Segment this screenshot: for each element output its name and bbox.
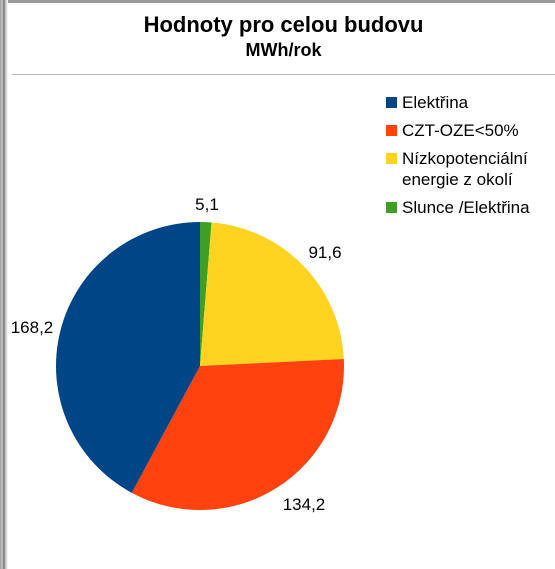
pie-slice-4 xyxy=(55,221,201,493)
slice-value-label: 134,2 xyxy=(283,495,326,514)
legend-swatch xyxy=(386,153,397,164)
pie-slice-2 xyxy=(200,222,344,366)
slice-value-label: 168,2 xyxy=(11,318,54,337)
legend-item-nizkopotencialni: Nízkopotenciální energie z okolí xyxy=(386,148,551,190)
chart-header: Hodnoty pro celou budovu MWh/rok xyxy=(12,0,555,75)
legend-label: CZT-OZE<50% xyxy=(402,121,519,140)
legend-swatch xyxy=(386,202,397,213)
legend-swatch xyxy=(386,97,397,108)
slice-value-label: 5,1 xyxy=(195,195,219,214)
chart-legend: Elektřina CZT-OZE<50% Nízkopotenciální e… xyxy=(386,92,551,225)
legend-label: Nízkopotenciální energie z okolí xyxy=(402,149,528,189)
legend-label: Slunce /Elektřina xyxy=(402,198,530,217)
chart-subtitle: MWh/rok xyxy=(245,40,322,60)
legend-item-czt-oze: CZT-OZE<50% xyxy=(386,120,551,141)
window-left-border xyxy=(0,0,8,569)
legend-item-slunce: Slunce /Elektřina xyxy=(386,197,551,218)
legend-label: Elektřina xyxy=(402,93,469,112)
chart-title: Hodnoty pro celou budovu xyxy=(143,12,424,37)
legend-swatch xyxy=(386,125,397,136)
window-top-border xyxy=(0,0,555,3)
slice-value-label: 91,6 xyxy=(308,243,341,262)
pie-slice-3 xyxy=(131,359,344,511)
pie-slice-1 xyxy=(200,222,212,366)
legend-item-elektrina: Elektřina xyxy=(386,92,551,113)
